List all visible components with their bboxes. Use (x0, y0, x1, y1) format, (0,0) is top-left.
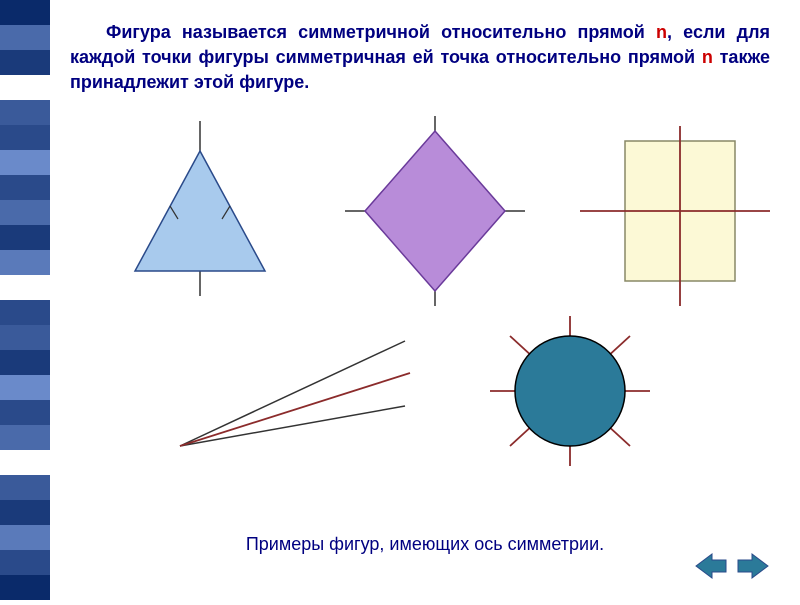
notebook-spine (0, 0, 50, 600)
figure-rectangle (570, 121, 780, 311)
figure-angle (160, 321, 420, 461)
figure-rhombus (335, 111, 535, 311)
prev-arrow-icon (694, 552, 728, 580)
para-part-1: Фигура называется симметричной относител… (106, 22, 656, 42)
definition-paragraph: Фигура называется симметричной относител… (70, 20, 770, 96)
n-var-2: n (702, 47, 713, 67)
figure-circle (470, 311, 670, 471)
figures-area (70, 111, 770, 471)
prev-button[interactable] (694, 552, 728, 580)
next-arrow-icon (736, 552, 770, 580)
slide-content: Фигура называется симметричной относител… (50, 0, 800, 600)
caption: Примеры фигур, имеющих ось симметрии. (50, 534, 800, 555)
nav-controls (694, 552, 770, 580)
n-var-1: n (656, 22, 667, 42)
next-button[interactable] (736, 552, 770, 580)
figure-triangle (100, 111, 300, 301)
